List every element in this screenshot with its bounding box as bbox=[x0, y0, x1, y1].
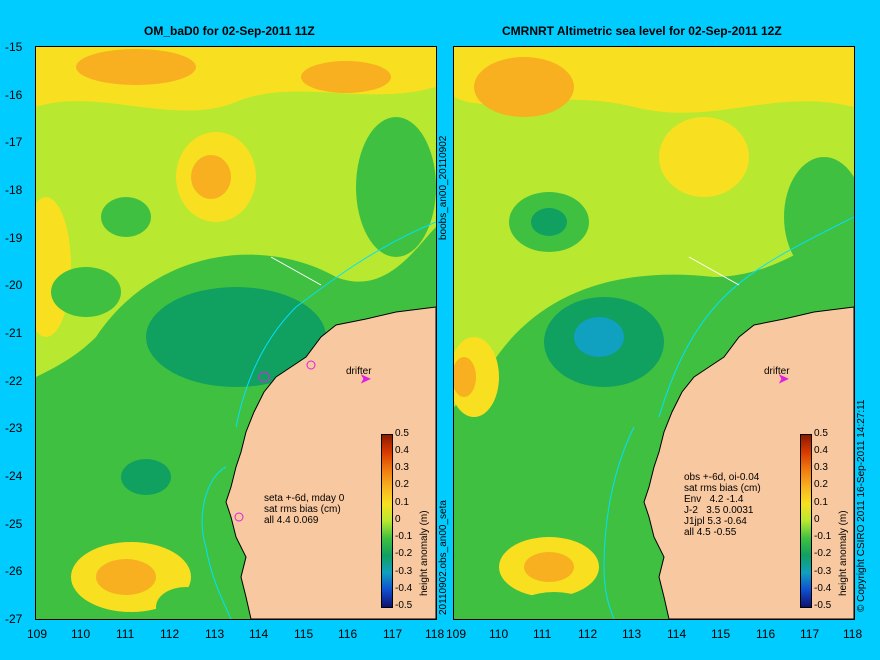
right-stats-text: obs +-6d, oi-0.04 sat rms bias (cm) Env … bbox=[684, 472, 761, 538]
lon-tick: 116 bbox=[756, 627, 776, 641]
lon-tick: 112 bbox=[578, 627, 598, 641]
upper-side-label: boobs_an00_20110902 bbox=[438, 135, 449, 240]
right-colorbar-label: height anomaly (m) bbox=[838, 510, 849, 596]
colorbar-tick: 0.4 bbox=[395, 445, 409, 456]
lon-tick: 109 bbox=[27, 627, 48, 641]
lon-tick: 111 bbox=[116, 627, 135, 641]
lat-tick: -18 bbox=[5, 183, 23, 197]
colorbar-tick: 0.1 bbox=[395, 497, 409, 508]
lon-tick: 118 bbox=[425, 627, 445, 641]
right-map-title: CMRNRT Altimetric sea level for 02-Sep-2… bbox=[502, 24, 782, 38]
lat-tick: -19 bbox=[5, 231, 23, 245]
colorbar-tick: 0.3 bbox=[814, 462, 828, 473]
lat-tick: -15 bbox=[5, 40, 23, 54]
right-map-panel bbox=[453, 46, 855, 620]
lat-tick: -17 bbox=[5, 135, 23, 149]
left-map-title: OM_baD0 for 02-Sep-2011 11Z bbox=[144, 24, 315, 38]
colorbar-tick: -0.2 bbox=[395, 548, 413, 559]
right-colorbar bbox=[800, 434, 812, 608]
lat-tick: -27 bbox=[5, 612, 23, 626]
colorbar-tick: 0.3 bbox=[395, 462, 409, 473]
lon-tick: 109 bbox=[446, 627, 467, 641]
lat-tick: -20 bbox=[5, 278, 23, 292]
left-drifter-label: drifter bbox=[346, 366, 372, 377]
colorbar-tick: -0.3 bbox=[395, 566, 413, 577]
lon-tick: 117 bbox=[800, 627, 820, 641]
colorbar-tick: -0.2 bbox=[814, 548, 832, 559]
lat-tick: -16 bbox=[5, 88, 23, 102]
left-map-panel bbox=[35, 46, 437, 620]
colorbar-tick: -0.1 bbox=[395, 531, 413, 542]
colorbar-tick: 0.1 bbox=[814, 497, 828, 508]
colorbar-tick: -0.4 bbox=[395, 583, 413, 594]
colorbar-tick: -0.4 bbox=[814, 583, 832, 594]
right-drifter-label: drifter bbox=[764, 366, 790, 377]
lon-tick: 113 bbox=[622, 627, 642, 641]
right-drifter-arrow-icon: ➤ bbox=[778, 371, 789, 386]
lon-tick: 115 bbox=[294, 627, 314, 641]
lat-tick: -22 bbox=[5, 374, 23, 388]
lon-tick: 117 bbox=[383, 627, 403, 641]
left-stats-text: seta +-6d, mday 0 sat rms bias (cm) all … bbox=[264, 493, 345, 526]
left-drifter-arrow-icon: ➤ bbox=[360, 371, 371, 386]
lon-tick: 115 bbox=[711, 627, 731, 641]
colorbar-tick: -0.5 bbox=[814, 600, 832, 611]
lon-tick: 114 bbox=[667, 627, 687, 641]
right-map-canvas bbox=[454, 47, 854, 619]
copyright-label: © Copyright CSIRO 2011 16-Sep-2011 14:27… bbox=[856, 399, 867, 613]
colorbar-tick: -0.3 bbox=[814, 566, 832, 577]
lat-tick: -24 bbox=[5, 469, 23, 483]
lon-tick: 113 bbox=[205, 627, 225, 641]
lon-tick: 118 bbox=[843, 627, 863, 641]
lat-tick: -25 bbox=[5, 517, 23, 531]
lon-tick: 110 bbox=[489, 627, 509, 641]
colorbar-tick: 0.2 bbox=[395, 479, 409, 490]
colorbar-tick: 0 bbox=[395, 514, 401, 525]
lon-tick: 112 bbox=[160, 627, 180, 641]
colorbar-tick: 0.5 bbox=[395, 428, 409, 439]
left-colorbar bbox=[381, 434, 393, 608]
lon-tick: 114 bbox=[249, 627, 269, 641]
lat-tick: -26 bbox=[5, 564, 23, 578]
lat-tick: -23 bbox=[5, 421, 23, 435]
lon-tick: 116 bbox=[338, 627, 358, 641]
lon-tick: 111 bbox=[533, 627, 552, 641]
colorbar-tick: 0.5 bbox=[814, 428, 828, 439]
lon-tick: 110 bbox=[71, 627, 91, 641]
colorbar-tick: 0.2 bbox=[814, 479, 828, 490]
colorbar-tick: 0 bbox=[814, 514, 820, 525]
left-colorbar-label: height anomaly (m) bbox=[419, 510, 430, 596]
lat-tick: -21 bbox=[5, 326, 23, 340]
lower-side-label: 20110902.obs_an00_seta bbox=[438, 500, 449, 615]
colorbar-tick: -0.5 bbox=[395, 600, 413, 611]
colorbar-tick: -0.1 bbox=[814, 531, 832, 542]
colorbar-tick: 0.4 bbox=[814, 445, 828, 456]
left-map-canvas bbox=[36, 47, 436, 619]
